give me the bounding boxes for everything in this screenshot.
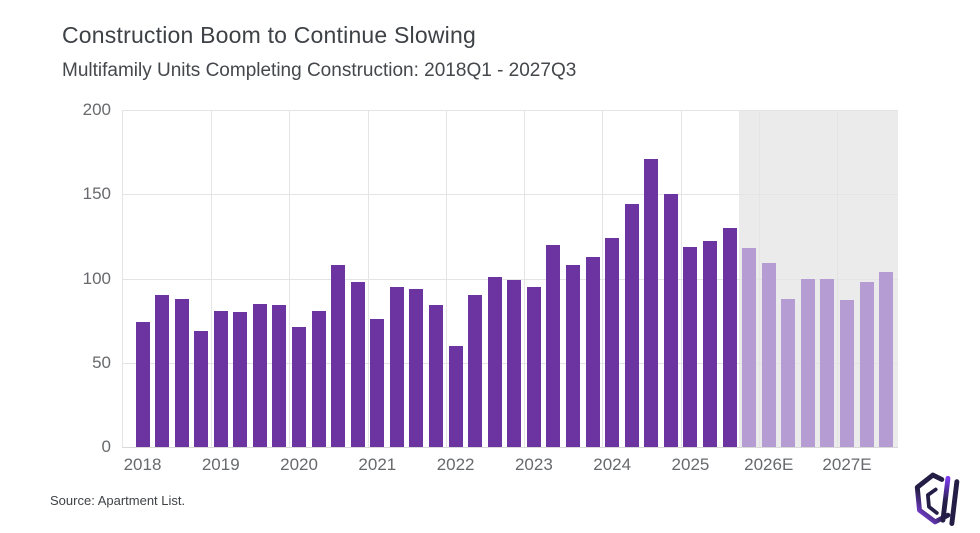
y-tick-label: 200: [82, 100, 111, 119]
gridline-vertical: [680, 110, 682, 447]
bar-2019Q1: [213, 310, 228, 447]
bar-2018Q3: [174, 298, 189, 447]
x-tick-label: 2021: [358, 455, 397, 474]
bar-2022Q3: [487, 276, 502, 447]
bar-2022Q2: [468, 295, 483, 447]
chart-title: Construction Boom to Continue Slowing: [62, 22, 476, 48]
bar-2026Q4: [820, 278, 835, 447]
x-tick-label: 2025: [671, 455, 710, 474]
x-tick-label: 2026E: [744, 455, 794, 474]
bar-2025Q3: [722, 227, 737, 447]
bar-2027Q2: [859, 281, 874, 447]
bar-2020Q4: [350, 281, 365, 447]
x-tick-label: 2020: [280, 455, 318, 474]
bar-2019Q4: [272, 305, 287, 447]
bar-2026Q2: [781, 298, 796, 447]
gridline-vertical: [758, 110, 760, 447]
bar-2023Q4: [585, 256, 600, 447]
bar-2018Q4: [194, 330, 209, 447]
bar-2020Q3: [331, 265, 346, 447]
bar-2023Q1: [526, 286, 541, 447]
bar-2025Q4: [742, 248, 757, 447]
bar-2019Q2: [233, 312, 248, 447]
bar-2024Q1: [605, 238, 620, 447]
x-tick-label: 2024: [593, 455, 632, 474]
bar-2022Q1: [448, 345, 463, 447]
bar-2018Q2: [155, 295, 170, 447]
bar-2020Q1: [292, 327, 307, 447]
bar-2021Q4: [429, 305, 444, 447]
gridline-vertical: [524, 110, 526, 447]
bar-2024Q2: [624, 204, 639, 447]
chart-subtitle: Multifamily Units Completing Constructio…: [62, 60, 577, 81]
y-tick-label: 100: [82, 268, 111, 288]
bar-2021Q3: [409, 288, 424, 447]
bar-2024Q3: [644, 158, 659, 447]
gridline-vertical: [210, 110, 212, 447]
bar-2027Q3: [879, 271, 894, 447]
plot-area: 0 50 100 150 200 2018 2019 2020 2021 2022 2023 2024…: [83, 100, 898, 474]
x-tick-label: 2019: [201, 455, 240, 474]
gridline-vertical: [602, 110, 604, 447]
bar-2020Q2: [311, 310, 326, 447]
x-tick-label: 2022: [436, 455, 475, 474]
bar-2023Q3: [566, 265, 581, 447]
bar-2026Q3: [800, 278, 815, 447]
bar-2025Q2: [703, 241, 718, 447]
gridline-vertical: [445, 110, 447, 447]
bar-2021Q1: [370, 318, 385, 447]
bar-2024Q4: [663, 194, 678, 447]
x-tick-label: 2023: [514, 455, 553, 474]
gridline-vertical: [837, 110, 839, 447]
gridline-horizontal: [123, 194, 898, 196]
gridline-horizontal: [123, 278, 898, 280]
bar-2023Q2: [546, 244, 561, 447]
gridline-vertical: [367, 110, 369, 447]
bar-2021Q2: [389, 286, 404, 447]
apartment-list-logo-icon: [903, 470, 965, 528]
y-tick-label: 150: [82, 184, 111, 204]
bar-2026Q1: [761, 263, 776, 447]
source-note: Source: Apartment List.: [50, 493, 186, 508]
bar-2027Q1: [840, 300, 855, 447]
y-tick-label: 50: [92, 352, 111, 372]
bar-2019Q3: [252, 303, 267, 447]
y-tick-label: 0: [101, 437, 111, 456]
bar-2022Q4: [507, 280, 522, 447]
x-tick-label: 2018: [123, 455, 162, 474]
bar-2018Q1: [135, 322, 150, 447]
gridline-vertical: [289, 110, 291, 447]
bar-2025Q1: [683, 246, 698, 447]
x-tick-label: 2027E: [822, 455, 872, 474]
gridline-horizontal: [123, 110, 898, 111]
